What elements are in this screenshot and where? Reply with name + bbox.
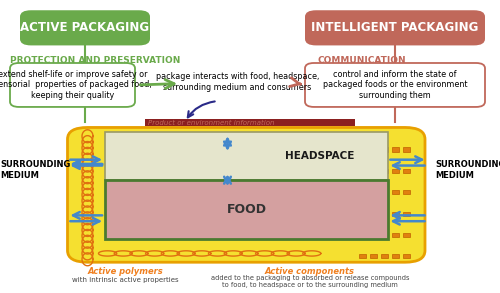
Text: package interacts with food, headspace,
surrounding medium and consumers: package interacts with food, headspace, … xyxy=(156,72,319,92)
Text: Product or environment information: Product or environment information xyxy=(148,120,274,126)
Text: PROTECTION AND PRESERVATION: PROTECTION AND PRESERVATION xyxy=(10,56,180,64)
Text: Active components: Active components xyxy=(265,267,355,276)
Text: with intrinsic active properties: with intrinsic active properties xyxy=(72,277,178,283)
Text: extend shelf-life or improve safety or
sensorial  properties of packaged food,
k: extend shelf-life or improve safety or s… xyxy=(0,70,152,100)
FancyBboxPatch shape xyxy=(305,10,485,45)
Bar xyxy=(105,132,388,180)
Text: HEADSPACE: HEADSPACE xyxy=(286,151,354,161)
Text: SURROUNDING
MEDIUM: SURROUNDING MEDIUM xyxy=(0,160,70,180)
Bar xyxy=(105,180,388,239)
FancyBboxPatch shape xyxy=(20,10,150,45)
FancyBboxPatch shape xyxy=(305,63,485,107)
FancyBboxPatch shape xyxy=(68,127,425,262)
Text: INTELLIGENT PACKAGING: INTELLIGENT PACKAGING xyxy=(312,21,478,34)
Bar xyxy=(145,119,355,126)
Text: FOOD: FOOD xyxy=(226,203,266,216)
Text: SURROUNDING
MEDIUM: SURROUNDING MEDIUM xyxy=(435,160,500,180)
Text: control and inform the state of
packaged foods or the environment
surrounding th: control and inform the state of packaged… xyxy=(323,70,467,100)
FancyBboxPatch shape xyxy=(10,63,135,107)
Text: COMMUNICATION: COMMUNICATION xyxy=(318,56,406,64)
Text: ACTIVE PACKAGING: ACTIVE PACKAGING xyxy=(20,21,150,34)
Text: added to the packaging to absorbed or release compounds
to food, to headspace or: added to the packaging to absorbed or re… xyxy=(211,275,409,288)
Text: Active polymers: Active polymers xyxy=(87,267,163,276)
